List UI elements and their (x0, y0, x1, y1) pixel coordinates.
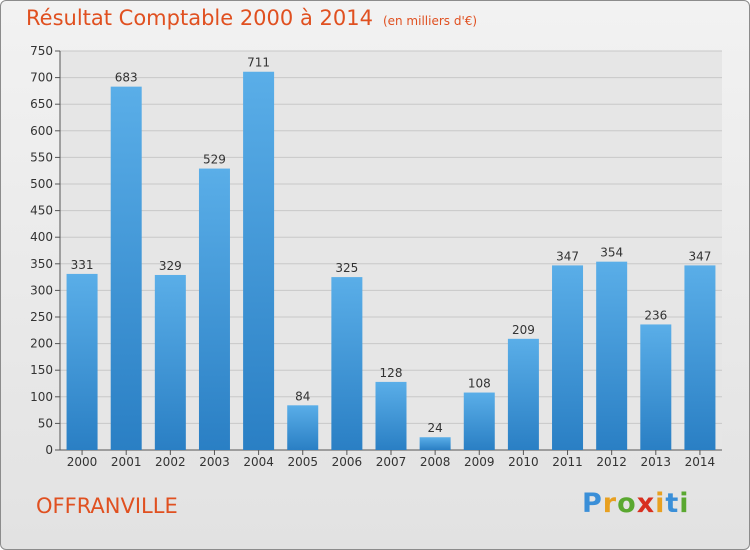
x-tick-label: 2004 (243, 455, 274, 469)
title-text: Résultat Comptable 2000 à 2014 (26, 6, 373, 30)
x-tick-label: 2006 (332, 455, 363, 469)
x-tick-label: 2001 (111, 455, 142, 469)
bar-2005 (287, 405, 319, 450)
town-name: OFFRANVILLE (36, 494, 178, 518)
bar-2002 (154, 274, 186, 450)
y-tick-label: 200 (30, 337, 53, 351)
y-tick-label: 400 (30, 230, 53, 244)
unit-label: (en milliers d'€) (382, 14, 478, 28)
y-tick-label: 150 (30, 363, 53, 377)
value-label: 325 (335, 261, 358, 275)
proxiti-logo: Proxiti (582, 488, 690, 519)
x-tick-label: 2012 (596, 455, 627, 469)
bar-2006 (331, 277, 363, 450)
x-tick-label: 2010 (508, 455, 539, 469)
value-label: 354 (600, 246, 623, 260)
value-label: 209 (512, 323, 535, 337)
y-tick-label: 500 (30, 177, 53, 191)
value-label: 128 (380, 366, 403, 380)
y-tick-label: 550 (30, 150, 53, 164)
x-tick-label: 2005 (287, 455, 318, 469)
value-label: 347 (688, 249, 711, 263)
x-tick-label: 2008 (420, 455, 451, 469)
bar-2008 (419, 437, 451, 450)
y-tick-label: 350 (30, 257, 53, 271)
bar-2014 (684, 265, 716, 450)
y-tick-label: 750 (30, 44, 53, 58)
bar-layer (66, 71, 716, 451)
bar-2003 (198, 168, 230, 450)
y-tick-label: 700 (30, 71, 53, 85)
bar-2013 (640, 324, 672, 450)
bar-2011 (552, 265, 584, 450)
value-label: 529 (203, 153, 226, 167)
label-layer: 0 50 100 150 200 250 300 350 400 450 500 550 600 650 7… (30, 44, 715, 469)
value-label: 236 (644, 308, 667, 322)
value-label: 331 (71, 258, 94, 272)
logo-letter: t (665, 488, 680, 519)
x-tick-label: 2014 (685, 455, 716, 469)
y-tick-label: 0 (45, 443, 53, 457)
bar-2000 (66, 273, 98, 450)
x-tick-label: 2003 (199, 455, 230, 469)
bar-2010 (507, 338, 539, 450)
value-label: 329 (159, 259, 182, 273)
y-tick-label: 100 (30, 390, 53, 404)
value-label: 84 (295, 389, 310, 403)
logo-letter: P (582, 488, 603, 519)
logo-letter: x (636, 488, 656, 519)
chart-title: Résultat Comptable 2000 à 2014 (en millie… (26, 6, 477, 30)
bar-2004 (243, 71, 275, 451)
x-tick-label: 2000 (67, 455, 98, 469)
bar-2007 (375, 381, 407, 450)
bar-2001 (110, 86, 142, 451)
x-tick-label: 2002 (155, 455, 186, 469)
value-label: 24 (427, 421, 442, 435)
y-tick-label: 450 (30, 204, 53, 218)
value-label: 108 (468, 377, 491, 391)
x-tick-label: 2009 (464, 455, 495, 469)
bar-2009 (463, 392, 495, 450)
y-tick-label: 600 (30, 124, 53, 138)
x-tick-label: 2011 (552, 455, 583, 469)
value-label: 711 (247, 56, 270, 70)
x-tick-label: 2013 (641, 455, 672, 469)
value-label: 683 (115, 71, 138, 85)
y-tick-label: 250 (30, 310, 53, 324)
y-tick-label: 50 (38, 416, 53, 430)
logo-letter: r (602, 488, 618, 519)
y-tick-label: 300 (30, 283, 53, 297)
y-tick-label: 650 (30, 97, 53, 111)
logo-letter: i (679, 488, 690, 519)
logo-letter: o (617, 488, 637, 519)
bar-2012 (596, 261, 628, 450)
logo-letter: i (655, 488, 666, 519)
x-tick-label: 2007 (376, 455, 407, 469)
value-label: 347 (556, 249, 579, 263)
